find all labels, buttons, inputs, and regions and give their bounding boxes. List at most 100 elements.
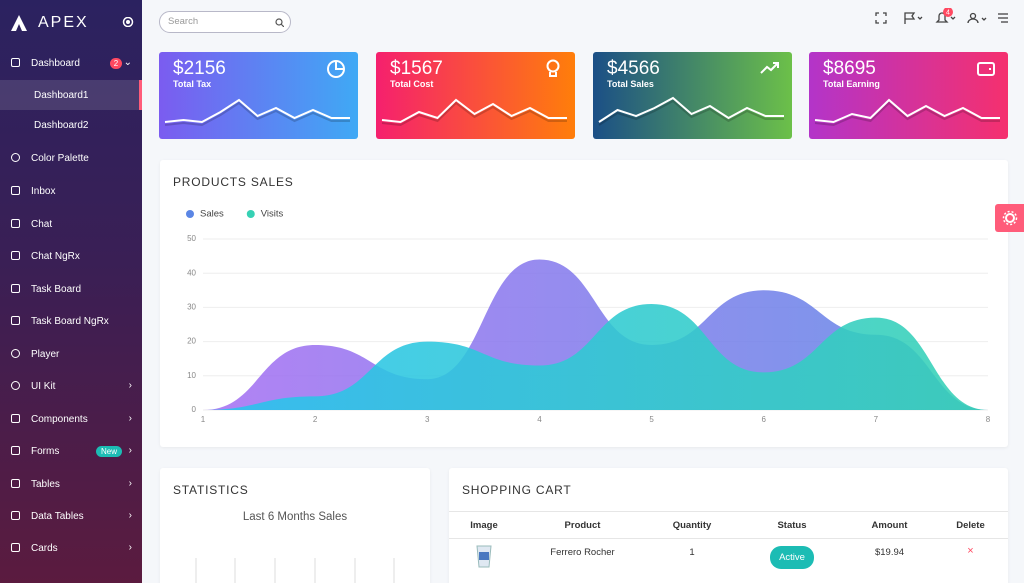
menu-label: Tables xyxy=(31,478,60,490)
gear-icon xyxy=(1002,210,1018,226)
y-tick-label: 50 xyxy=(187,234,196,243)
topbar-icons: 4 xyxy=(875,8,1008,24)
sparkline xyxy=(381,98,567,127)
sparkline-line xyxy=(814,98,1000,124)
legend-label: Visits xyxy=(261,209,284,220)
kpi-value: $4566 xyxy=(607,58,660,79)
flag-icon[interactable] xyxy=(904,12,923,24)
panel-title: SHOPPING CART xyxy=(462,483,572,497)
kpi-icon xyxy=(977,62,995,76)
sparkline-line xyxy=(598,96,784,123)
submenu-item[interactable]: Dashboard2 xyxy=(0,110,142,140)
cart-panel: SHOPPING CART Image Product Quantity Sta… xyxy=(449,468,1008,583)
bell-icon[interactable] xyxy=(935,12,956,23)
y-tick-label: 30 xyxy=(187,303,196,312)
legend-marker xyxy=(186,210,194,218)
menu-label: Components xyxy=(31,413,88,425)
notification-badge xyxy=(943,8,953,17)
kpi-label: Total Cost xyxy=(390,79,434,89)
sparkline-shadow xyxy=(814,101,1000,127)
menu-item[interactable]: UI Kit › xyxy=(0,371,142,401)
menu-item[interactable]: Inbox xyxy=(0,176,142,206)
y-tick-label: 20 xyxy=(187,337,196,346)
area-chart: 0 10 20 30 40 50 1 2 3 4 5 6 7 8 Sales Visits xyxy=(186,209,991,424)
menu-item[interactable]: Color Palette xyxy=(0,143,142,173)
sparkline xyxy=(164,98,350,127)
panel-title: STATISTICS xyxy=(173,483,249,497)
product-image xyxy=(476,545,492,568)
menu-item[interactable]: Cards › xyxy=(0,533,142,563)
menu-icon[interactable] xyxy=(998,13,1008,23)
column-header: Image xyxy=(449,511,519,539)
kpi-icon xyxy=(327,60,345,78)
submenu-item[interactable]: Dashboard1 xyxy=(0,80,142,110)
table-header: Image Product Quantity Status Amount Del… xyxy=(449,511,1008,539)
kpi-card: $1567 Total Cost xyxy=(376,52,575,139)
x-tick-label: 1 xyxy=(201,415,206,424)
menu-item[interactable]: Components › xyxy=(0,404,142,434)
kpi-label: Total Earning xyxy=(823,79,880,89)
status-badge: Active xyxy=(770,546,814,570)
x-tick-label: 7 xyxy=(874,415,879,424)
toggle-icon[interactable] xyxy=(122,17,134,27)
statistics-panel: STATISTICS Last 6 Months Sales xyxy=(160,468,430,583)
kpi-value: $1567 xyxy=(390,58,443,79)
menu-label: Dashboard xyxy=(31,57,80,69)
menu-item[interactable]: Player xyxy=(0,339,142,369)
column-header: Quantity xyxy=(646,511,738,539)
cart-table: Image Product Quantity Status Amount Del… xyxy=(449,511,1008,577)
delete-button[interactable]: × xyxy=(967,545,974,557)
column-header: Delete xyxy=(933,511,1008,539)
menu-label: Chat xyxy=(31,218,53,230)
user-icon[interactable] xyxy=(967,12,987,24)
menu-item[interactable]: Data Tables › xyxy=(0,501,142,531)
menu-label: Task Board xyxy=(31,283,82,295)
menu-item[interactable]: Tables › xyxy=(0,469,142,499)
sidebar: APEX Dashboard 2 ⌄ Dashboard1 Dashboard2 … xyxy=(0,0,142,583)
settings-button[interactable] xyxy=(995,204,1024,232)
menu-label: Data Tables xyxy=(31,510,84,522)
menu-item[interactable]: Chat xyxy=(0,209,142,239)
menu-item[interactable]: Forms New › xyxy=(0,436,142,466)
table-row: Ferrero Rocher 1 Active $19.94 × xyxy=(449,539,1008,577)
search-box[interactable]: Search xyxy=(159,11,291,33)
x-tick-label: 6 xyxy=(761,415,766,424)
submenu-label: Dashboard2 xyxy=(34,119,89,131)
kpi-value: $8695 xyxy=(823,58,876,79)
sparkline-line xyxy=(164,98,350,124)
search-icon xyxy=(275,18,284,27)
menu-label: Task Board NgRx xyxy=(31,315,109,327)
menu-item[interactable]: Task Board NgRx xyxy=(0,306,142,336)
y-tick-label: 40 xyxy=(187,268,196,277)
brand: APEX xyxy=(38,14,89,31)
legend-label: Sales xyxy=(200,209,224,220)
menu-item[interactable]: Chat NgRx xyxy=(0,241,142,271)
quantity: 1 xyxy=(689,547,695,558)
menu-label: Forms xyxy=(31,445,60,457)
menu-item[interactable]: Dashboard 2 ⌄ xyxy=(0,48,142,78)
sparkline-line xyxy=(381,98,567,124)
legend-marker xyxy=(246,210,255,218)
sparkline xyxy=(814,98,1000,127)
x-tick-label: 4 xyxy=(537,415,542,424)
fullscreen-icon[interactable] xyxy=(875,12,887,24)
sparkline-shadow xyxy=(381,101,567,127)
notification-count: 4 xyxy=(946,9,950,16)
sparkline xyxy=(598,96,784,126)
menu-item[interactable]: Task Board xyxy=(0,274,142,304)
x-tick-label: 3 xyxy=(425,415,430,424)
product-name: Ferrero Rocher xyxy=(550,547,615,558)
area xyxy=(203,303,988,410)
submenu-label: Dashboard1 xyxy=(34,89,89,101)
kpi-card: $2156 Total Tax xyxy=(159,52,358,139)
menu-badge: 2 xyxy=(110,58,122,69)
kpi-value: $2156 xyxy=(173,58,226,79)
y-tick-label: 10 xyxy=(187,371,196,380)
chart-panel: PRODUCTS SALES 0 10 20 30 40 50 1 2 3 4 5 6 7 8 Sales V… xyxy=(160,160,1008,447)
kpi-card: $8695 Total Earning xyxy=(809,52,1008,139)
menu-label: Color Palette xyxy=(31,152,89,164)
chart-title: PRODUCTS SALES xyxy=(173,175,294,189)
amount: $19.94 xyxy=(874,547,905,558)
